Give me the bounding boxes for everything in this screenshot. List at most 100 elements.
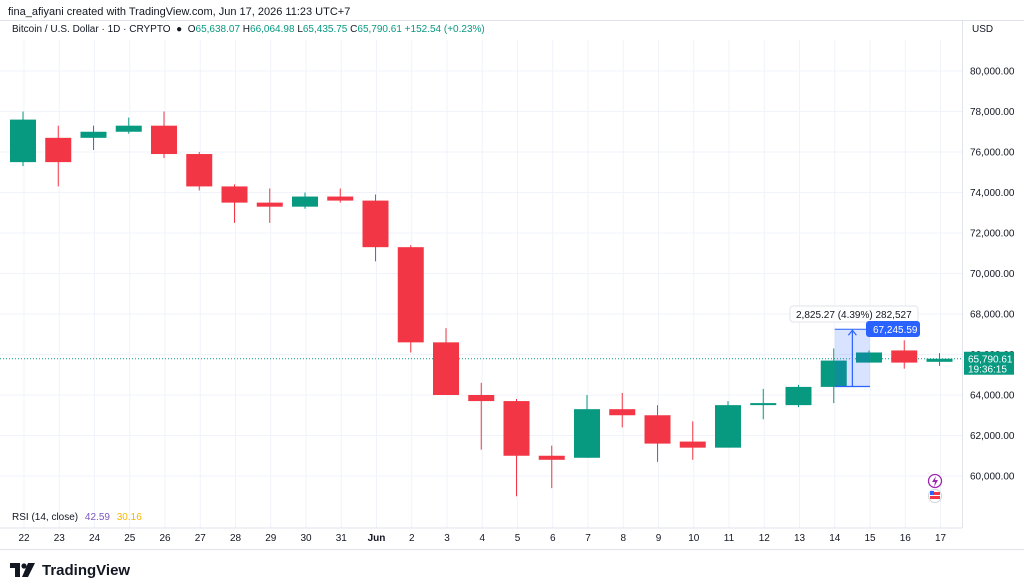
- x-tick-label: 6: [550, 533, 556, 544]
- flag-stripe-red: [930, 492, 940, 495]
- x-tick-label: 25: [124, 533, 136, 544]
- current-price-tag: [964, 351, 1014, 375]
- candle-body: [644, 415, 671, 444]
- tradingview-logo-text: TradingView: [42, 561, 131, 579]
- legend-close-value: 65,790.61: [357, 24, 402, 35]
- rsi-ma-value: 30.16: [116, 512, 142, 523]
- candle-body: [80, 131, 107, 138]
- legend-low-label: L: [297, 24, 303, 35]
- candle-body: [433, 342, 459, 395]
- candle-body: [10, 119, 36, 163]
- measure-info-text: 2,825.27 (4.39%) 282,527: [796, 310, 912, 321]
- candle-body: [115, 125, 142, 132]
- countdown-label: 19:36:15: [968, 365, 1007, 376]
- y-tick-label: 64,000.00: [970, 391, 1015, 402]
- legend-open-value: 65,638.07: [195, 24, 241, 35]
- rsi-label[interactable]: RSI (14, close): [12, 512, 79, 523]
- measure-info-box: [789, 305, 919, 323]
- legend-close-label: C: [350, 24, 358, 35]
- candle-body: [538, 455, 565, 460]
- candle-body: [186, 154, 213, 187]
- candle-body: [151, 125, 177, 155]
- x-tick-label: 26: [159, 533, 171, 544]
- x-tick-label: 16: [900, 533, 912, 544]
- candle-body: [397, 247, 424, 343]
- candle-body: [45, 137, 72, 163]
- flag-stripe-red-2: [930, 496, 940, 499]
- y-tick-label: 72,000.00: [970, 229, 1015, 240]
- candle-body: [256, 202, 283, 207]
- x-tick-label: 24: [89, 533, 101, 544]
- x-tick-label: 11: [724, 533, 735, 544]
- candle-body: [292, 196, 318, 207]
- y-tick-label: 76,000.00: [970, 148, 1015, 159]
- legend-low-value: 65,435.75: [302, 24, 348, 35]
- x-tick-label: 2: [409, 533, 415, 544]
- candle-body: [503, 401, 530, 456]
- x-tick-label: 27: [195, 533, 207, 544]
- x-tick-label: 7: [585, 533, 591, 544]
- x-tick-label: 29: [265, 533, 277, 544]
- current-price-label: 65,790.61: [968, 355, 1013, 366]
- y-tick-label: 68,000.00: [970, 310, 1015, 321]
- x-tick-label: 4: [479, 533, 485, 544]
- x-tick-label: 12: [759, 533, 771, 544]
- rsi-legend: RSI (14, close) 42.59 30.16: [12, 512, 142, 523]
- candle-body: [785, 386, 812, 406]
- x-tick-label: Jun: [368, 533, 386, 544]
- x-tick-label: 15: [864, 533, 876, 544]
- dot-icon: ●: [173, 24, 185, 35]
- x-tick-label: 13: [794, 533, 806, 544]
- x-tick-label: 10: [688, 533, 700, 544]
- measure-target-label: 67,245.59: [873, 325, 918, 336]
- candle-body: [679, 441, 706, 448]
- x-tick-label: 28: [230, 533, 242, 544]
- price-axis[interactable]: [962, 20, 1024, 528]
- x-tick-label: 5: [515, 533, 521, 544]
- x-tick-label: 23: [54, 533, 66, 544]
- legend-change: +152.54 (+0.23%): [404, 24, 485, 35]
- symbol-title[interactable]: Bitcoin / U.S. Dollar · 1D · CRYPTO: [12, 24, 171, 35]
- measure-target-tag: [866, 321, 920, 337]
- candle-body: [362, 200, 389, 248]
- symbol-legend: Bitcoin / U.S. Dollar · 1D · CRYPTO ● O6…: [12, 24, 485, 35]
- candle-body: [468, 395, 495, 402]
- y-tick-label: 80,000.00: [970, 67, 1015, 78]
- chart-credit: fina_afiyani created with TradingView.co…: [8, 6, 351, 18]
- y-tick-label: 60,000.00: [970, 472, 1015, 483]
- flag-canton: [930, 491, 934, 495]
- candle-body: [715, 405, 741, 448]
- legend-high-label: H: [242, 24, 251, 35]
- candle-body: [221, 186, 248, 203]
- x-tick-label: 22: [18, 533, 30, 544]
- y-tick-label: 70,000.00: [970, 269, 1015, 280]
- x-tick-label: 14: [829, 533, 841, 544]
- measure-arrow-head: [847, 329, 857, 336]
- candle-body: [820, 360, 847, 387]
- x-tick-label: 8: [620, 533, 626, 544]
- candle-body: [609, 409, 636, 416]
- y-tick-label: 62,000.00: [970, 431, 1015, 442]
- candle-body: [574, 409, 600, 458]
- legend-open-label: O: [187, 24, 196, 35]
- candle-body: [856, 352, 882, 363]
- y-tick-label: 74,000.00: [970, 188, 1015, 199]
- legend-high-value: 66,064.98: [250, 24, 295, 35]
- candle-body: [750, 403, 777, 406]
- x-tick-label: 17: [935, 533, 947, 544]
- tradingview-logo-icon: [10, 563, 35, 577]
- x-tick-label: 3: [444, 533, 450, 544]
- candle-body: [891, 350, 918, 363]
- x-tick-label: 9: [656, 533, 662, 544]
- chart-frame: [0, 20, 1024, 550]
- tradingview-logo[interactable]: TradingView: [10, 560, 130, 580]
- x-tick-label: 30: [300, 533, 312, 544]
- x-tick-label: 31: [336, 533, 348, 544]
- rsi-value: 42.59: [84, 512, 110, 523]
- candle-body: [327, 196, 354, 201]
- candle-body: [926, 358, 953, 362]
- y-tick-label: 78,000.00: [970, 107, 1015, 118]
- lightning-icon-glyph: [932, 476, 938, 487]
- currency-label[interactable]: USD: [972, 24, 994, 35]
